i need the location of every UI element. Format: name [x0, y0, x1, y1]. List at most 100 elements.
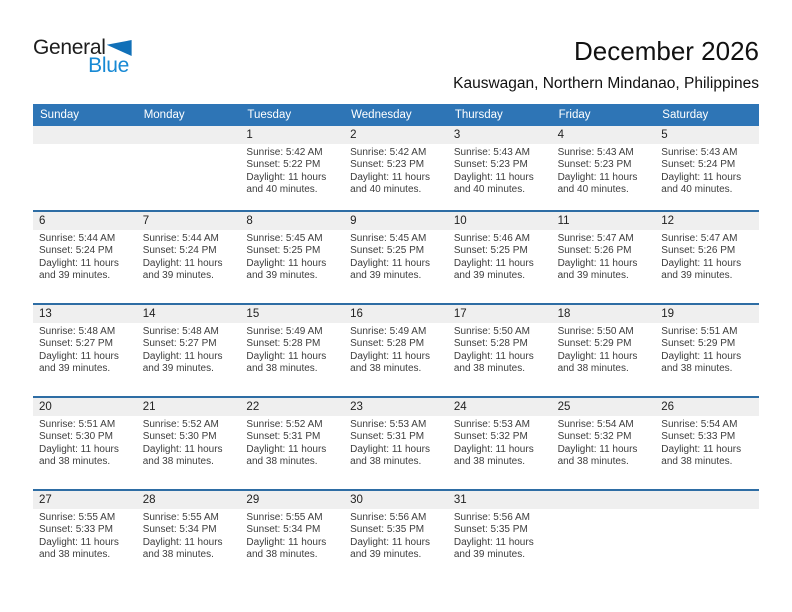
- day-cell: Sunrise: 5:48 AM Sunset: 5:27 PM Daylight:…: [137, 323, 241, 396]
- sunset-text: Sunset: 5:32 PM: [557, 431, 632, 443]
- day-number: 11: [557, 215, 570, 227]
- day-number: 28: [142, 494, 156, 506]
- sunset-text: Sunset: 5:28 PM: [350, 338, 425, 350]
- sunset-text: Sunset: 5:25 PM: [453, 245, 528, 257]
- day-number: 23: [350, 401, 363, 413]
- sunrise-text: Sunrise: 5:56 AM: [350, 512, 427, 523]
- sunset-text: Sunset: 5:29 PM: [557, 338, 632, 350]
- daylight-text: Daylight: 11 hours and 40 minutes.: [246, 171, 327, 196]
- day-number-band: 13 14 15 16 17 18 19: [33, 305, 759, 323]
- day-cell: Sunrise: 5:45 AM Sunset: 5:25 PM Daylight:…: [240, 230, 344, 303]
- sunrise-text: Sunrise: 5:48 AM: [39, 326, 116, 337]
- day-number: 4: [557, 129, 564, 141]
- sunrise-text: Sunrise: 5:55 AM: [246, 512, 323, 523]
- day-details-row: Sunrise: 5:44 AM Sunset: 5:24 PM Daylight:…: [33, 230, 759, 303]
- day-cell: Sunrise: 5:45 AM Sunset: 5:25 PM Daylight:…: [344, 230, 448, 303]
- sunset-text: Sunset: 5:31 PM: [350, 431, 425, 443]
- sunset-text: Sunset: 5:33 PM: [661, 431, 736, 443]
- day-cell: Sunrise: 5:53 AM Sunset: 5:31 PM Daylight:…: [344, 416, 448, 489]
- general-blue-logo: General Blue: [33, 37, 137, 76]
- daylight-text: Daylight: 11 hours and 38 minutes.: [142, 536, 223, 561]
- daylight-text: Daylight: 11 hours and 38 minutes.: [142, 443, 223, 468]
- sunrise-text: Sunrise: 5:42 AM: [246, 147, 323, 158]
- daylight-text: Daylight: 11 hours and 38 minutes.: [39, 443, 119, 468]
- day-number: 20: [39, 401, 52, 413]
- sunset-text: Sunset: 5:35 PM: [350, 524, 425, 536]
- sunrise-text: Sunrise: 5:45 AM: [350, 233, 427, 244]
- daylight-text: Daylight: 11 hours and 40 minutes.: [661, 171, 742, 196]
- day-details-row: Sunrise: 5:48 AM Sunset: 5:27 PM Daylight:…: [33, 323, 759, 396]
- day-cell: Sunrise: 5:54 AM Sunset: 5:32 PM Daylight:…: [552, 416, 656, 489]
- sunset-text: Sunset: 5:29 PM: [661, 338, 736, 350]
- day-cell: Sunrise: 5:56 AM Sunset: 5:35 PM Daylight:…: [448, 509, 552, 582]
- sunrise-text: Sunrise: 5:52 AM: [142, 419, 219, 430]
- sunset-text: Sunset: 5:33 PM: [39, 524, 113, 536]
- sunrise-text: Sunrise: 5:47 AM: [661, 233, 738, 244]
- day-number: 5: [661, 129, 668, 141]
- day-cell: Sunrise: 5:51 AM Sunset: 5:30 PM Daylight:…: [33, 416, 137, 489]
- sunset-text: Sunset: 5:27 PM: [142, 338, 217, 350]
- sunset-text: Sunset: 5:22 PM: [246, 159, 321, 171]
- daylight-text: Daylight: 11 hours and 39 minutes.: [39, 350, 119, 375]
- sunset-text: Sunset: 5:27 PM: [39, 338, 113, 350]
- page-title: December 2026: [574, 36, 759, 66]
- sunrise-text: Sunrise: 5:43 AM: [661, 147, 738, 158]
- day-number-band: 6 7 8 9 10 11 12: [33, 212, 759, 230]
- sunset-text: Sunset: 5:26 PM: [661, 245, 736, 257]
- daylight-text: Daylight: 11 hours and 38 minutes.: [350, 350, 430, 375]
- sunrise-text: Sunrise: 5:50 AM: [453, 326, 530, 337]
- sunrise-text: Sunrise: 5:51 AM: [661, 326, 738, 337]
- weekday-header-monday: Monday: [143, 109, 185, 121]
- sunset-text: Sunset: 5:25 PM: [350, 245, 425, 257]
- day-cell: Sunrise: 5:49 AM Sunset: 5:28 PM Daylight:…: [240, 323, 344, 396]
- day-cell: Sunrise: 5:43 AM Sunset: 5:24 PM Daylight:…: [655, 144, 759, 210]
- day-cell: Sunrise: 5:47 AM Sunset: 5:26 PM Daylight:…: [655, 230, 759, 303]
- day-number: 15: [246, 308, 260, 320]
- daylight-text: Daylight: 11 hours and 38 minutes.: [661, 443, 742, 468]
- sunrise-text: Sunrise: 5:54 AM: [557, 419, 634, 430]
- weekday-header-wednesday: Wednesday: [351, 109, 412, 121]
- calendar-weeks: 1 2 3 4 5 Sunrise: 5:42 AM Sunset: 5:22 PM Dayl…: [33, 126, 759, 582]
- daylight-text: Daylight: 11 hours and 40 minutes.: [350, 171, 430, 196]
- weekday-header-saturday: Saturday: [662, 109, 709, 121]
- day-cell: Sunrise: 5:44 AM Sunset: 5:24 PM Daylight:…: [137, 230, 241, 303]
- empty-day-number: [655, 491, 759, 509]
- day-cell: Sunrise: 5:50 AM Sunset: 5:28 PM Daylight:…: [448, 323, 552, 396]
- day-cell: Sunrise: 5:55 AM Sunset: 5:34 PM Daylight:…: [137, 509, 241, 582]
- day-cell: Sunrise: 5:42 AM Sunset: 5:22 PM Daylight:…: [240, 144, 344, 210]
- sunset-text: Sunset: 5:35 PM: [453, 524, 528, 536]
- daylight-text: Daylight: 11 hours and 38 minutes.: [557, 350, 638, 375]
- day-number: 7: [142, 215, 150, 227]
- empty-day-cell: [552, 509, 656, 582]
- sunset-text: Sunset: 5:26 PM: [557, 245, 632, 257]
- empty-day-cell: [137, 144, 241, 210]
- day-number: 24: [453, 401, 467, 413]
- day-number-band: 1 2 3 4 5: [33, 126, 759, 144]
- daylight-text: Daylight: 11 hours and 38 minutes.: [661, 350, 742, 375]
- day-number: 31: [453, 494, 467, 506]
- sunrise-text: Sunrise: 5:54 AM: [661, 419, 738, 430]
- day-number-band: 27 28 29 30 31: [33, 491, 759, 509]
- day-cell: Sunrise: 5:42 AM Sunset: 5:23 PM Daylight:…: [344, 144, 448, 210]
- sunrise-text: Sunrise: 5:55 AM: [142, 512, 219, 523]
- daylight-text: Daylight: 11 hours and 38 minutes.: [350, 443, 430, 468]
- location-subtitle: Kauswagan, Northern Mindanao, Philippine…: [453, 75, 759, 92]
- day-details-row: Sunrise: 5:42 AM Sunset: 5:22 PM Daylight:…: [33, 144, 759, 210]
- daylight-text: Daylight: 11 hours and 38 minutes.: [39, 536, 119, 561]
- day-cell: Sunrise: 5:49 AM Sunset: 5:28 PM Daylight:…: [344, 323, 448, 396]
- sunrise-text: Sunrise: 5:45 AM: [246, 233, 323, 244]
- sunset-text: Sunset: 5:30 PM: [142, 431, 217, 443]
- day-number: 13: [39, 308, 52, 320]
- day-number: 18: [557, 308, 571, 320]
- daylight-text: Daylight: 11 hours and 40 minutes.: [453, 171, 534, 196]
- sunrise-text: Sunrise: 5:49 AM: [246, 326, 323, 337]
- sunset-text: Sunset: 5:34 PM: [142, 524, 217, 536]
- week-row-2: 6 7 8 9 10 11 12 Sunrise: 5:44 AM Sunset: 5:24 P…: [33, 210, 759, 303]
- day-cell: Sunrise: 5:51 AM Sunset: 5:29 PM Daylight:…: [655, 323, 759, 396]
- sunset-text: Sunset: 5:30 PM: [39, 431, 113, 443]
- day-number: 8: [246, 215, 253, 227]
- day-cell: Sunrise: 5:44 AM Sunset: 5:24 PM Daylight:…: [33, 230, 137, 303]
- daylight-text: Daylight: 11 hours and 39 minutes.: [453, 536, 534, 561]
- day-number: 21: [142, 401, 156, 413]
- day-number: 1: [246, 129, 253, 141]
